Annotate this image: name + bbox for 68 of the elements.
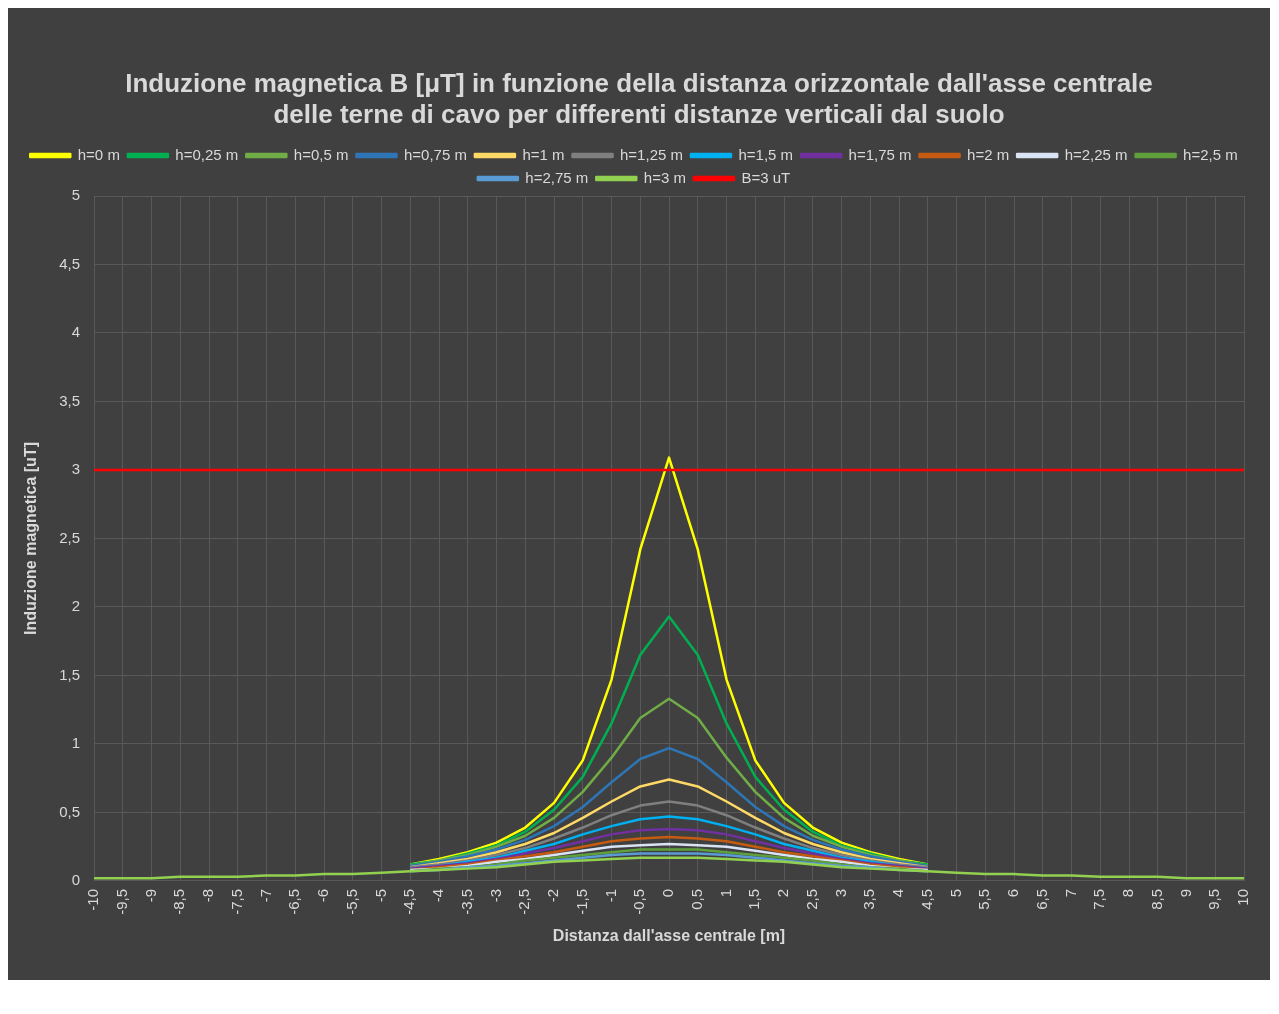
x-tick-label: 3 xyxy=(831,888,849,898)
x-tick-label: 9 xyxy=(1176,888,1194,898)
legend-label: h=2,75 m xyxy=(525,168,589,186)
x-tick-label: -3,5 xyxy=(457,888,475,915)
legend-label: h=2 m xyxy=(967,145,1010,163)
x-tick-label: -10 xyxy=(84,888,102,911)
y-tick-label: 2 xyxy=(71,597,81,615)
x-tick-label: 0 xyxy=(659,888,677,898)
y-tick-label: 3 xyxy=(71,460,81,478)
x-tick-label: -9,5 xyxy=(112,888,130,915)
y-tick-label: 2,5 xyxy=(59,528,81,546)
x-tick-label: -8 xyxy=(199,888,217,903)
legend-label: h=2,25 m xyxy=(1064,145,1128,163)
y-tick-label: 3,5 xyxy=(59,391,81,409)
x-tick-label: -5 xyxy=(371,888,389,903)
legend-label: h=1 m xyxy=(522,145,565,163)
x-tick-label: 6,5 xyxy=(1032,888,1050,910)
x-tick-label: 1,5 xyxy=(745,888,763,910)
legend-label: h=1,75 m xyxy=(848,145,912,163)
x-tick-label: -9 xyxy=(141,888,159,903)
legend-label: h=0 m xyxy=(77,145,120,163)
x-axis-title: Distanza dall'asse centrale [m] xyxy=(552,926,786,944)
y-tick-label: 4 xyxy=(71,323,81,341)
legend-label: h=0,75 m xyxy=(403,145,467,163)
x-tick-label: 1 xyxy=(716,888,734,898)
y-tick-label: 0,5 xyxy=(59,802,81,820)
x-tick-label: -2 xyxy=(544,888,562,903)
legend-label: h=0,5 m xyxy=(293,145,349,163)
x-tick-label: -4 xyxy=(429,888,447,903)
x-tick-label: -3 xyxy=(486,888,504,903)
legend-label: h=0,25 m xyxy=(175,145,239,163)
legend-label: h=3 m xyxy=(643,168,686,186)
legend-label: h=1,25 m xyxy=(620,145,683,163)
x-tick-label: -7,5 xyxy=(227,888,245,915)
x-tick-label: -6,5 xyxy=(285,888,303,915)
x-tick-label: 5 xyxy=(946,888,964,898)
y-tick-label: 4,5 xyxy=(59,254,81,272)
legend-label: h=2,5 m xyxy=(1183,145,1238,163)
x-tick-label: -1 xyxy=(601,888,619,903)
legend-label: B=3 uT xyxy=(741,168,791,186)
x-tick-label: 4,5 xyxy=(917,888,935,910)
y-tick-label: 5 xyxy=(71,186,81,204)
x-tick-label: 6 xyxy=(1004,888,1022,898)
y-tick-label: 1,5 xyxy=(59,665,81,683)
x-tick-label: 2 xyxy=(774,888,792,898)
x-tick-label: -0,5 xyxy=(630,888,648,915)
x-tick-label: 10 xyxy=(1234,888,1252,906)
x-tick-label: 2,5 xyxy=(802,888,820,910)
x-tick-label: 0,5 xyxy=(687,888,705,910)
x-tick-label: -5,5 xyxy=(342,888,360,915)
x-tick-label: -4,5 xyxy=(400,888,418,915)
x-tick-label: 8,5 xyxy=(1147,888,1165,910)
x-tick-label: 4 xyxy=(889,888,907,898)
y-axis-title: Induzione magnetica [uT] xyxy=(22,442,40,635)
legend-label: h=1,5 m xyxy=(738,145,794,163)
x-tick-label: -6 xyxy=(314,888,332,903)
chart-title: Induzione magnetica B [μT] in funzione della distanza orizzontale dall'asse centrale delle terne di cavo per differenti distanze verticali dal suolo xyxy=(124,68,1154,130)
x-tick-label: -8,5 xyxy=(170,888,188,915)
x-tick-label: 7 xyxy=(1061,888,1079,898)
x-tick-label: -1,5 xyxy=(572,888,590,915)
x-tick-label: 5,5 xyxy=(975,888,993,910)
x-tick-label: 7,5 xyxy=(1090,888,1108,910)
x-tick-label: 9,5 xyxy=(1205,888,1223,910)
y-tick-label: 1 xyxy=(71,734,81,752)
x-tick-label: 8 xyxy=(1119,888,1137,898)
x-tick-label: -2,5 xyxy=(515,888,533,915)
x-tick-label: -7 xyxy=(256,888,274,903)
x-tick-label: 3,5 xyxy=(860,888,878,910)
